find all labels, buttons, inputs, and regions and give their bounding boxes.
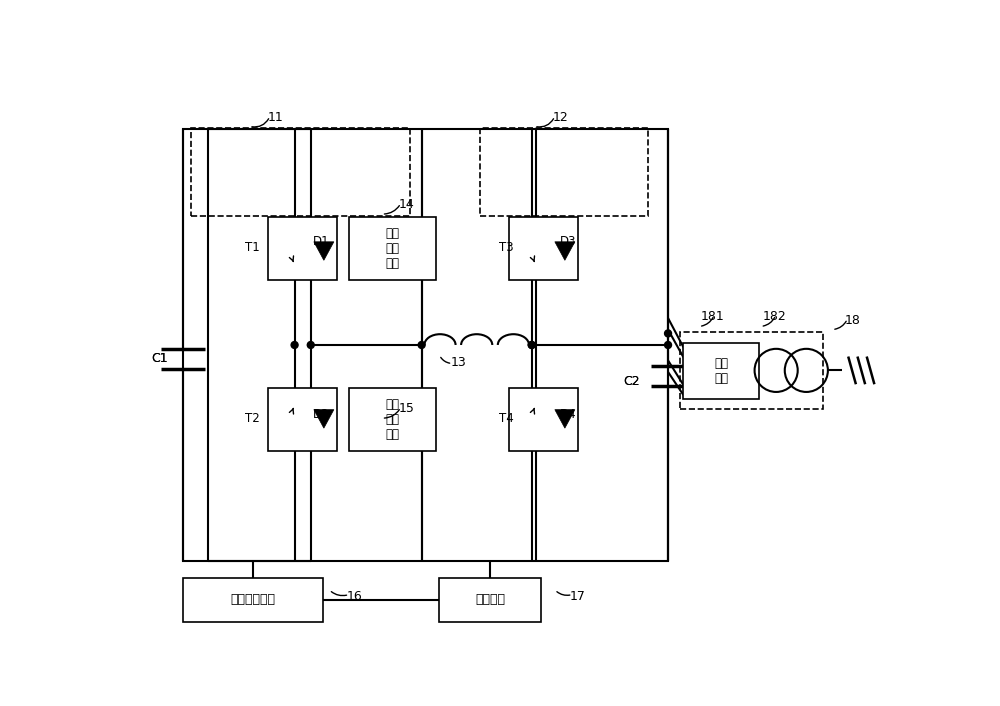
Text: 181: 181 bbox=[701, 310, 725, 323]
Circle shape bbox=[528, 342, 535, 349]
Text: 18: 18 bbox=[845, 314, 861, 327]
Bar bbox=[191, 128, 410, 217]
Text: 15: 15 bbox=[398, 402, 414, 415]
Bar bbox=[183, 578, 323, 622]
Text: 16: 16 bbox=[347, 590, 363, 602]
Text: 17: 17 bbox=[570, 590, 586, 602]
Polygon shape bbox=[555, 409, 575, 428]
Bar bbox=[680, 332, 823, 409]
Text: T2: T2 bbox=[245, 412, 260, 426]
Text: D3: D3 bbox=[560, 235, 576, 249]
Bar bbox=[349, 217, 436, 280]
Text: 13: 13 bbox=[451, 357, 466, 369]
Bar bbox=[439, 578, 541, 622]
Text: 12: 12 bbox=[552, 112, 568, 124]
Bar bbox=[480, 128, 648, 217]
Polygon shape bbox=[314, 241, 334, 261]
Text: T1: T1 bbox=[245, 241, 260, 253]
Text: 14: 14 bbox=[398, 198, 414, 211]
Bar bbox=[509, 388, 578, 451]
Text: T3: T3 bbox=[499, 241, 514, 253]
Text: 比较单元: 比较单元 bbox=[475, 593, 505, 606]
Text: T4: T4 bbox=[499, 412, 514, 426]
Circle shape bbox=[291, 342, 298, 349]
Bar bbox=[349, 388, 436, 451]
Text: 信号发生单元: 信号发生单元 bbox=[231, 593, 276, 606]
Text: D4: D4 bbox=[560, 408, 576, 421]
Circle shape bbox=[665, 342, 672, 349]
Polygon shape bbox=[555, 241, 575, 261]
Text: D2: D2 bbox=[313, 408, 330, 421]
Circle shape bbox=[528, 342, 535, 349]
Circle shape bbox=[307, 342, 314, 349]
Text: C2: C2 bbox=[624, 376, 640, 388]
Bar bbox=[268, 217, 337, 280]
Bar bbox=[268, 388, 337, 451]
Text: C1: C1 bbox=[152, 352, 168, 365]
Text: C2: C2 bbox=[624, 376, 640, 388]
Bar bbox=[683, 343, 759, 399]
Text: C1: C1 bbox=[152, 352, 168, 365]
Text: 第一
检测
单元: 第一 检测 单元 bbox=[385, 227, 399, 270]
Text: D1: D1 bbox=[313, 235, 330, 249]
Circle shape bbox=[418, 342, 425, 349]
Polygon shape bbox=[314, 409, 334, 428]
Circle shape bbox=[665, 330, 672, 337]
Text: 182: 182 bbox=[762, 310, 786, 323]
Text: 第二
检测
单元: 第二 检测 单元 bbox=[385, 398, 399, 441]
Text: 整流
模块: 整流 模块 bbox=[714, 357, 728, 385]
Text: 11: 11 bbox=[267, 112, 283, 124]
Bar bbox=[183, 129, 668, 561]
Bar bbox=[509, 217, 578, 280]
